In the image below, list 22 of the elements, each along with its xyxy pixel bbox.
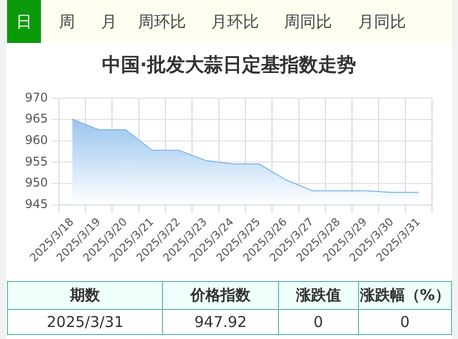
y-tick-label: 965: [25, 112, 48, 126]
text: 0: [358, 310, 452, 334]
chart-title: 中国·批发大蒜日定基指数走势: [100, 53, 358, 78]
y-tick-label: 955: [25, 154, 48, 168]
text: 2025/3/31: [8, 310, 163, 334]
text: 月环比: [210, 11, 260, 33]
y-tick-label: 960: [25, 132, 48, 147]
text: 期数: [8, 282, 163, 310]
text: 月同比: [357, 11, 407, 33]
text: 周同比: [283, 11, 333, 33]
text: 月: [100, 11, 118, 33]
text: 涨跌值: [278, 282, 358, 310]
y-tick-label: 945: [25, 196, 48, 211]
y-tick-label: 950: [25, 176, 48, 190]
text: 日: [7, 0, 41, 43]
text: 周环比: [137, 11, 187, 33]
text: 周: [58, 11, 76, 33]
text: 涨跌幅（%）: [358, 282, 452, 310]
text: 0: [278, 310, 358, 334]
y-tick-label: 970: [25, 90, 48, 104]
text: 价格指数: [162, 282, 278, 310]
text: 947.92: [162, 310, 278, 334]
